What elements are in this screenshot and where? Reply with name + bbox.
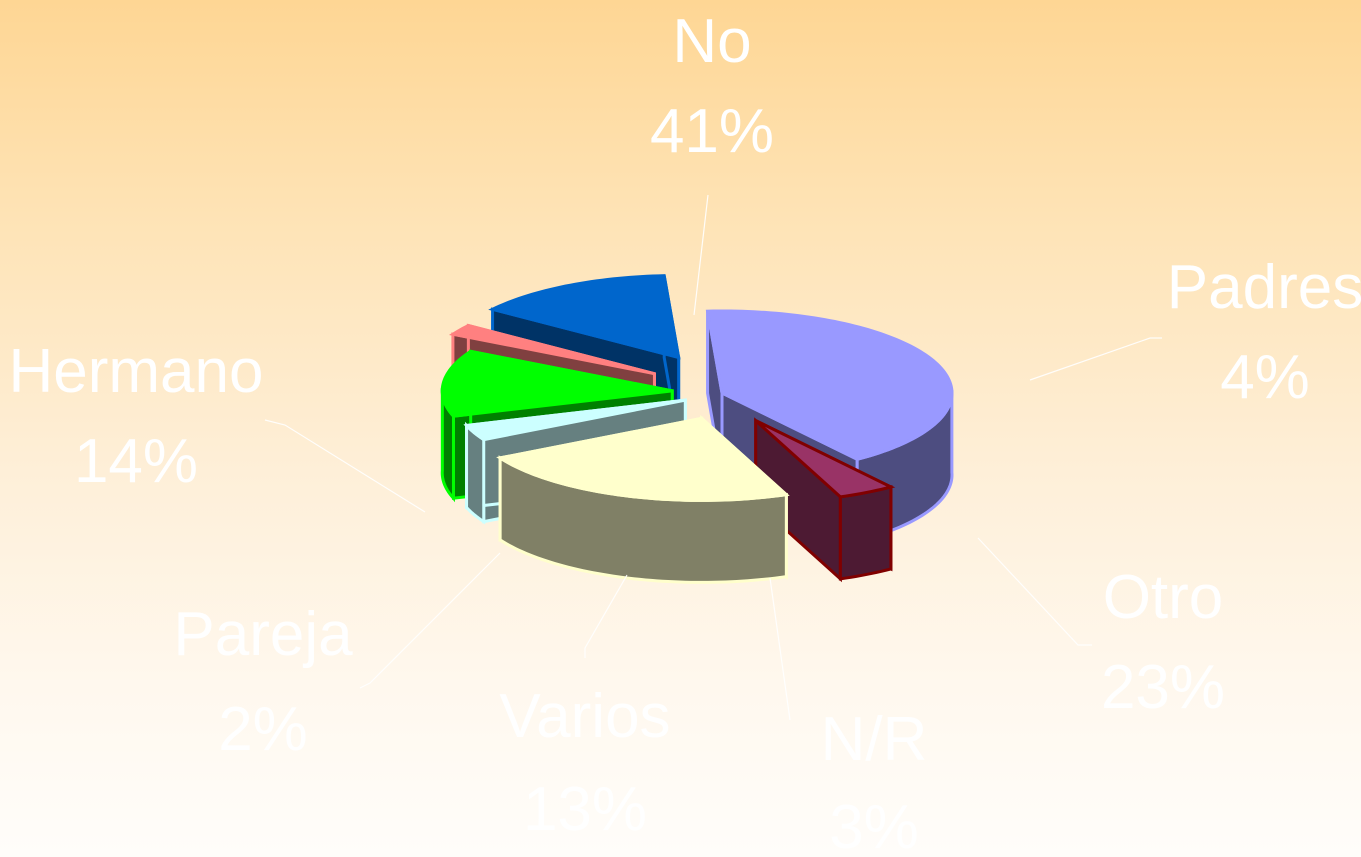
leader-line-varios [584,574,628,658]
leader-line-no [693,194,709,316]
slice-varios-top [440,349,673,418]
leader-line-padres [1029,337,1162,381]
pie-slices [440,274,954,584]
slice-value-n-r: 3% [829,793,919,857]
slice-padres-top [754,419,896,499]
slice-pareja-top [448,323,655,376]
slice-value-pareja: 2% [218,695,308,764]
leader-line-otro [977,537,1092,646]
slice-padres-outer-wall [838,485,893,581]
slice-label-varios: Varios [499,682,670,751]
slice-label-hermano: Hermano [9,337,264,406]
slice-label-otro: Otro [1103,563,1224,632]
slice-label-pareja: Pareja [173,600,353,669]
slice-labels: No 41% Padres 4% Otro 23% N/R 3% Varios 13% Pareja… [9,7,1361,857]
slice-value-otro: 23% [1101,653,1225,722]
slice-label-no: No [672,7,751,76]
slice-label-padres: Padres [1167,253,1361,322]
slice-otro [496,415,790,584]
slice-value-hermano: 14% [74,427,198,496]
slice-value-no: 41% [650,97,774,166]
slice-no-top [705,309,954,461]
slice-hermano-top [488,274,681,360]
leader-line-pareja [359,552,501,689]
slice-otro-top [496,416,790,502]
slice-label-n-r: N/R [821,705,928,774]
slice-padres [754,417,896,583]
leader-line-n-r [769,577,791,721]
leader-line-hermano [264,419,426,513]
slice-n-r-top [463,398,686,442]
leader-lines [264,194,1162,721]
slice-value-padres: 4% [1220,343,1310,412]
slice-value-varios: 13% [523,775,647,844]
slice-n-r-outer-wall [465,421,486,525]
